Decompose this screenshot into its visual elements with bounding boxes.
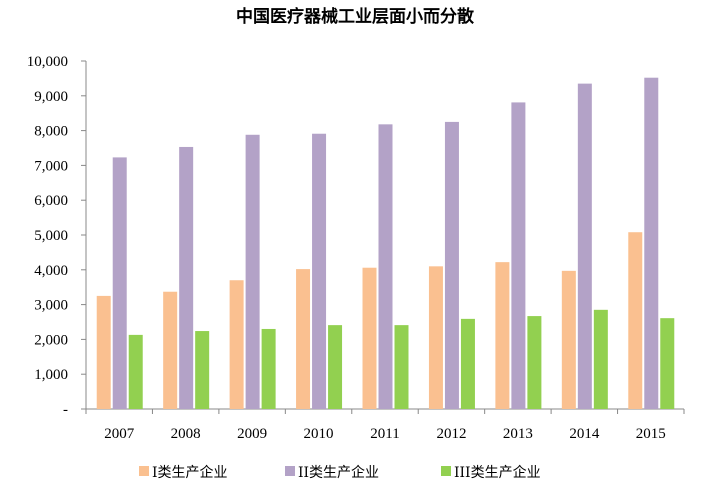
legend-swatch — [441, 466, 451, 476]
legend-swatch — [285, 466, 295, 476]
x-tick-label: 2014 — [569, 426, 600, 442]
legend-item: III类生产企业 — [441, 464, 541, 481]
y-tick-label: 5,000 — [34, 228, 68, 244]
bar-series-1-2010 — [296, 269, 311, 409]
bar-series-3-2009 — [261, 328, 276, 409]
x-tick-label: 2013 — [503, 426, 533, 442]
bar-series-2-2014 — [577, 83, 592, 410]
y-axis: - 1,000 2,000 3,000 4,000 5,000 6,000 7,000 8,00… — [27, 54, 87, 418]
bar-series-3-2015 — [660, 318, 675, 409]
bar-series-3-2012 — [460, 318, 475, 409]
bar-series-1-2011 — [362, 267, 377, 409]
bar-series-2-2011 — [378, 124, 393, 409]
bar-series-2-2012 — [444, 121, 459, 410]
bar-series-1-2014 — [561, 270, 576, 409]
bar-series-1-2013 — [495, 262, 510, 409]
bar-series-1-2012 — [428, 266, 443, 409]
x-tick-label: 2010 — [304, 426, 334, 442]
y-tick-label: 10,000 — [27, 54, 68, 70]
bar-series-1-2008 — [163, 291, 178, 409]
x-tick-label: 2012 — [436, 426, 466, 442]
legend: I类生产企业 II类生产企业 III类生产企业 — [139, 464, 541, 481]
y-tick-label: 4,000 — [34, 263, 68, 279]
bar-series-3-2010 — [328, 325, 343, 409]
bar-series-2-2008 — [179, 146, 194, 409]
bar-series-1-2015 — [628, 232, 643, 409]
bar-series-2-2007 — [112, 157, 127, 409]
legend-item: I类生产企业 — [139, 464, 228, 481]
x-axis: 2007 2008 2009 2010 2011 2012 2013 2014 2015 — [85, 408, 685, 442]
legend-label: III类生产企业 — [454, 464, 541, 481]
legend-label: II类生产企业 — [298, 464, 379, 481]
chart-title: 中国医疗器械工业层面小而分散 — [236, 6, 475, 27]
bar-series-3-2013 — [527, 316, 542, 409]
bar-series-3-2007 — [128, 334, 143, 409]
y-tick-label: - — [63, 402, 68, 418]
x-tick-label: 2009 — [237, 426, 267, 442]
y-tick-label: 1,000 — [34, 367, 68, 383]
bar-series-3-2014 — [593, 309, 608, 409]
y-tick-label: 6,000 — [34, 193, 68, 209]
bars — [96, 77, 675, 410]
bar-series-3-2011 — [394, 325, 409, 409]
x-tick-label: 2008 — [171, 426, 201, 442]
bar-series-3-2008 — [195, 331, 210, 409]
y-tick-label: 8,000 — [34, 124, 68, 140]
bar-series-1-2007 — [96, 295, 111, 409]
y-tick-label: 7,000 — [34, 158, 68, 174]
y-tick-label: 2,000 — [34, 332, 68, 348]
x-tick-label: 2015 — [636, 426, 666, 442]
legend-label: I类生产企业 — [152, 464, 228, 481]
x-tick-label: 2007 — [104, 426, 135, 442]
legend-item: II类生产企业 — [285, 464, 379, 481]
y-tick-label: 9,000 — [34, 89, 68, 105]
bar-series-2-2015 — [644, 77, 659, 409]
legend-swatch — [139, 466, 149, 476]
bar-series-2-2010 — [312, 133, 327, 409]
y-tick-label: 3,000 — [34, 298, 68, 314]
bar-series-1-2009 — [229, 280, 244, 409]
x-tick-label: 2011 — [370, 426, 399, 442]
bar-series-2-2009 — [245, 134, 260, 409]
bar-series-2-2013 — [511, 102, 526, 410]
